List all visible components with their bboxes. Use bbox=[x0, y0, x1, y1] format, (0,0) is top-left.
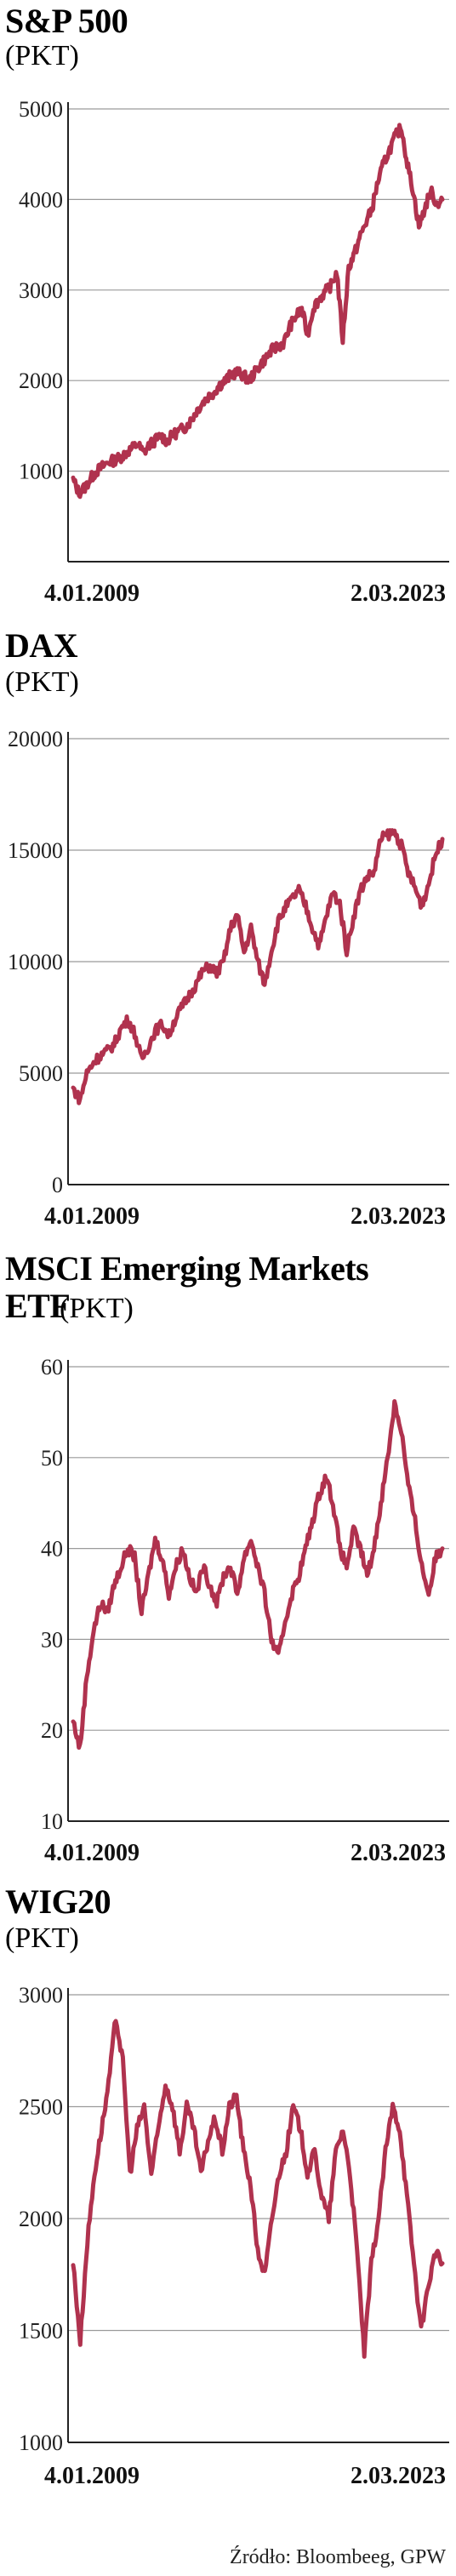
y-tick-label: 3000 bbox=[19, 1983, 63, 2008]
x-label-end: 2.03.2023 bbox=[351, 2463, 446, 2489]
chart-title: WIG20 bbox=[5, 1882, 111, 1921]
chart-unit: (PKT) bbox=[5, 1922, 79, 1954]
chart-unit: (PKT) bbox=[5, 40, 79, 71]
y-tick-label: 50 bbox=[41, 1446, 63, 1471]
y-tick-label: 10 bbox=[41, 1809, 63, 1834]
y-tick-label: 3000 bbox=[19, 278, 63, 303]
y-tick-label: 30 bbox=[41, 1627, 63, 1652]
chart-2: DAX(PKT) 0 5000 10000 15000 20000 4.01.2009 2.0… bbox=[5, 626, 449, 1230]
x-label-start: 4.01.2009 bbox=[44, 1203, 140, 1230]
x-label-end: 2.03.2023 bbox=[351, 1840, 446, 1866]
chart-unit: (PKT) bbox=[60, 1293, 134, 1324]
series-line bbox=[71, 1399, 445, 1751]
x-label-start: 4.01.2009 bbox=[44, 2463, 140, 2489]
y-tick-label: 5000 bbox=[19, 1061, 63, 1086]
y-tick-label: 1000 bbox=[19, 2430, 63, 2455]
chart-title: DAX bbox=[5, 626, 78, 665]
y-tick-label: 0 bbox=[52, 1173, 63, 1197]
y-tick-label: 10000 bbox=[8, 950, 63, 974]
y-tick-label: 1500 bbox=[19, 2319, 63, 2344]
chart-title: S&P 500 bbox=[5, 2, 128, 40]
y-tick-label: 2000 bbox=[19, 368, 63, 393]
x-label-end: 2.03.2023 bbox=[351, 580, 446, 607]
series-line bbox=[71, 2019, 445, 2359]
y-tick-label: 60 bbox=[41, 1355, 63, 1379]
chart-unit: (PKT) bbox=[5, 666, 79, 698]
y-tick-label: 5000 bbox=[19, 97, 63, 122]
y-tick-label: 20000 bbox=[8, 727, 63, 751]
series-line bbox=[71, 123, 445, 500]
chart-title-line-1: MSCI Emerging Markets bbox=[5, 1249, 368, 1288]
y-tick-label: 4000 bbox=[19, 187, 63, 212]
y-tick-label: 2000 bbox=[19, 2207, 63, 2231]
y-tick-label: 20 bbox=[41, 1718, 63, 1743]
source-note: Źródło: Bloombeeg, GPW bbox=[230, 2546, 446, 2568]
x-label-start: 4.01.2009 bbox=[44, 1840, 140, 1866]
series-line bbox=[71, 828, 445, 1105]
chart-4: WIG20(PKT) 1000 1500 2000 2500 3000 4.01.2009 2… bbox=[5, 1882, 449, 2489]
y-tick-label: 40 bbox=[41, 1537, 63, 1562]
x-label-start: 4.01.2009 bbox=[44, 580, 140, 607]
x-label-end: 2.03.2023 bbox=[351, 1203, 446, 1230]
y-tick-label: 15000 bbox=[8, 838, 63, 863]
y-tick-label: 2500 bbox=[19, 2095, 63, 2120]
chart-1: S&P 500(PKT) 1000 2000 3000 4000 5000 4.01.200… bbox=[5, 2, 449, 607]
chart-title-line-2: ETF bbox=[5, 1287, 70, 1325]
y-tick-label: 1000 bbox=[19, 460, 63, 484]
